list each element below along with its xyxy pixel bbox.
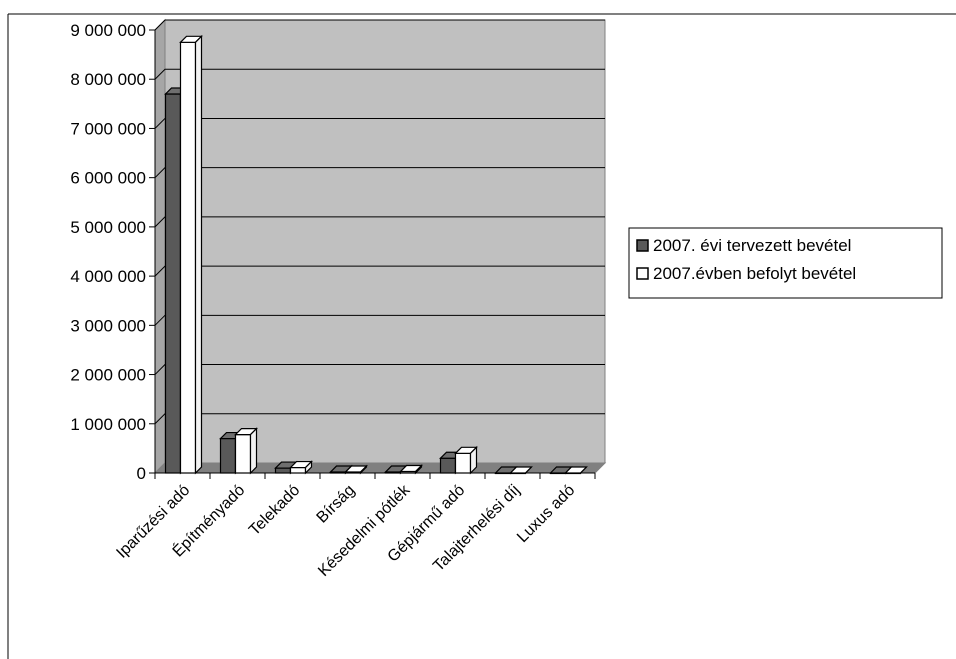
legend-label: 2007.évben befolyt bevétel xyxy=(653,264,856,283)
bar-front xyxy=(234,434,252,474)
y-tick-label: 2 000 000 xyxy=(70,366,146,385)
y-tick-label: 4 000 000 xyxy=(70,267,146,286)
bar-side xyxy=(580,466,587,474)
bar xyxy=(289,460,313,475)
gridline xyxy=(154,68,605,80)
bar-front xyxy=(289,466,307,474)
gridline xyxy=(154,19,605,31)
plot-area xyxy=(153,18,607,475)
y-tick-label: 6 000 000 xyxy=(70,169,146,188)
x-tick-label: Késedelmi pótlék xyxy=(315,481,414,580)
bar-front xyxy=(164,93,182,474)
bar-side xyxy=(304,460,313,475)
plot-back-wall xyxy=(164,19,606,464)
x-tick-label: Bírság xyxy=(314,482,359,527)
x-tick-label: Telekadó xyxy=(246,482,303,539)
y-tick-label: 9 000 000 xyxy=(70,21,146,40)
y-tick-label: 5 000 000 xyxy=(70,218,146,237)
bar xyxy=(179,34,203,475)
bar-side xyxy=(194,34,203,475)
bar-side xyxy=(525,466,532,474)
y-tick-label: 8 000 000 xyxy=(70,70,146,89)
x-tick-label: Luxus adó xyxy=(514,482,578,546)
bar-front xyxy=(439,457,457,474)
bar xyxy=(234,427,258,475)
y-tick-label: 0 xyxy=(137,464,146,483)
legend: 2007. évi tervezett bevétel 2007.évben be… xyxy=(628,227,943,299)
y-tick-label: 7 000 000 xyxy=(70,119,146,138)
bar-side xyxy=(469,445,478,475)
bar xyxy=(454,445,478,475)
legend-box xyxy=(628,227,943,299)
plot-side-wall xyxy=(154,18,166,475)
bar-front xyxy=(219,437,237,474)
legend-label: 2007. évi tervezett bevétel xyxy=(653,236,851,255)
y-tick-label: 3 000 000 xyxy=(70,316,146,335)
bar-front xyxy=(274,467,292,474)
legend-swatch xyxy=(636,239,649,252)
y-tick-label: 1 000 000 xyxy=(70,415,146,434)
bar-front xyxy=(454,452,472,474)
bar-side xyxy=(249,427,258,475)
legend-swatch xyxy=(636,267,649,280)
bar-front xyxy=(179,41,197,474)
